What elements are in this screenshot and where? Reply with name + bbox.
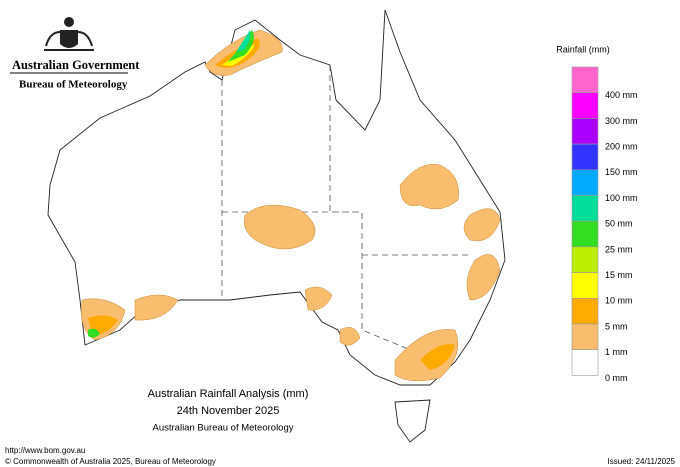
caption-source: Australian Bureau of Meteorology (153, 423, 294, 434)
legend-label: 25 mm (605, 244, 633, 254)
legend-label: 100 mm (605, 193, 638, 203)
government: Australian Government (12, 58, 140, 72)
legend-label: 1 mm (605, 347, 628, 357)
footer-url: http://www.bom.gov.au (5, 446, 85, 455)
legend-label: 150 mm (605, 167, 638, 177)
legend-swatch (571, 118, 599, 145)
legend-label: 5 mm (605, 321, 628, 331)
legend-swatch (571, 143, 599, 171)
crest (44, 17, 94, 51)
legend: 400 mm 300 mm 200 mm 150 mm 100 mm 50 mm 25 mm… (571, 66, 638, 383)
legend-label: 400 mm (605, 90, 638, 100)
caption-date: 24th November 2025 (177, 405, 280, 417)
legend-label: 300 mm (605, 116, 638, 126)
legend-swatch (571, 92, 599, 119)
caption-title: Australian Rainfall Analysis (mm) (148, 388, 309, 400)
legend-swatch (571, 323, 599, 351)
legend-swatch (571, 349, 599, 376)
legend-swatch (571, 220, 599, 248)
legend-swatch (571, 169, 599, 196)
legend-swatch (571, 195, 599, 222)
legend-label: 200 mm (605, 141, 638, 151)
legend-label: 50 mm (605, 219, 633, 229)
legend-label: 10 mm (605, 296, 633, 306)
legend-swatch (571, 272, 599, 299)
map (47, 9, 506, 443)
legend-swatch (571, 297, 599, 325)
legend-swatch (571, 66, 599, 94)
legend-label: 15 mm (605, 270, 633, 280)
legend-swatch (571, 246, 599, 273)
footer-issued: Issued: 24/11/2025 (608, 457, 676, 466)
footer-copyright: © Commonwealth of Australia 2025, Bureau… (5, 457, 216, 466)
legend-title: Rainfall (mm) (556, 44, 610, 54)
legend-label: 0 mm (605, 373, 628, 383)
agency: Bureau of Meteorology (19, 79, 128, 91)
